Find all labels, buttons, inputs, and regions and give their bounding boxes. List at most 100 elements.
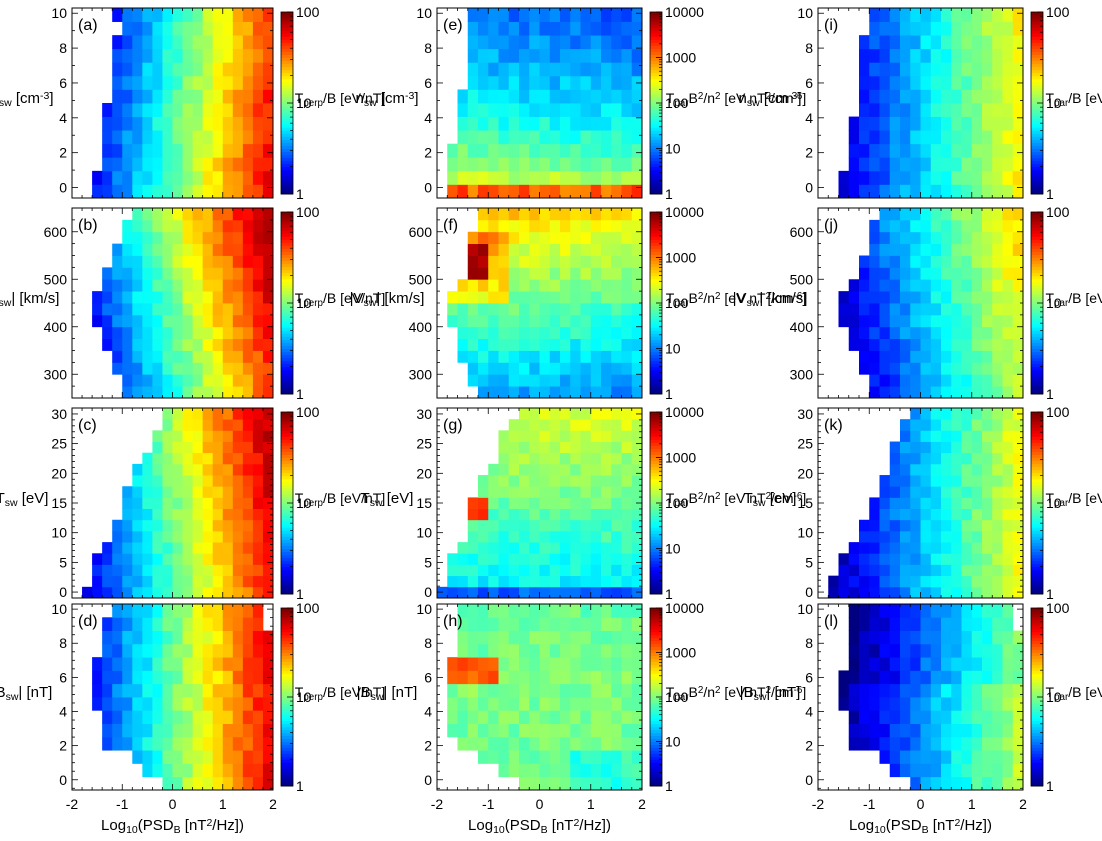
colorbar-swatch [1031,127,1043,131]
heatmap-cell [621,231,633,245]
heatmap-cell [252,670,264,685]
heatmap-cell [142,564,153,577]
heatmap-cell [910,291,921,304]
heatmap-cell [1012,350,1024,363]
heatmap-cell [182,776,193,791]
heatmap-cell [222,408,234,420]
heatmap-cell [182,763,193,778]
colorbar-tick-label: 10 [665,541,681,557]
colorbar-swatch [281,339,293,343]
colorbar-swatch [650,290,662,295]
heatmap-cell [142,530,153,543]
heatmap-cell [549,683,561,698]
heatmap-cell [621,62,633,77]
colorbar-label: Tpar/B [eV/nT] [1046,90,1102,109]
heatmap-cell [1012,62,1024,77]
y-axis-label: Tsw [eV] [744,490,797,509]
heatmap-cell [941,62,952,77]
y-tick-label: 20 [416,465,432,481]
y-axis-label: |Bsw| [nT] [357,684,418,703]
y-axis-label-text: |Vsw| [km/s] [350,290,425,309]
heatmap-cell [539,617,551,631]
heatmap-cell [631,763,643,778]
heatmap-cell [142,326,153,340]
heatmap-cell [621,463,633,476]
heatmap-cell [982,143,993,158]
heatmap-cell [488,350,499,363]
heatmap-cell [590,750,602,764]
heatmap-cell [1002,441,1014,454]
colorbar-swatch [281,387,293,392]
heatmap-cell [1012,475,1024,487]
heatmap-cell [941,326,952,340]
heatmap-cell [478,279,489,292]
heatmap-cell [941,338,952,351]
x-ticks [436,408,643,598]
colorbar-swatch [650,475,662,480]
heatmap-cell [570,542,581,554]
y-tick-label: 4 [805,110,813,126]
heatmap-cell [222,35,234,50]
heatmap-cell [580,184,592,199]
heatmap-cell [519,116,530,131]
heatmap-cell [869,386,880,399]
heatmap-cell [1002,314,1014,328]
heatmap-cell [508,35,520,50]
heatmap-cell [631,736,643,751]
heatmap-cell [869,542,880,554]
colorbar-swatch [650,103,662,107]
heatmap-cell [478,130,489,145]
heatmap-cell [182,386,193,399]
heatmap-cell [611,419,622,431]
heatmap-cell [941,710,952,724]
heatmap-cell [232,130,244,145]
heatmap-cell [549,184,561,199]
heatmap-cell [570,231,581,245]
colorbar-swatch [1031,354,1043,359]
colorbar-swatch [281,584,293,589]
heatmap-cell [122,314,133,328]
heatmap-cell [222,750,234,764]
heatmap-cell [112,62,123,77]
heatmap-cell [192,208,204,221]
heatmap-cell [519,326,530,340]
heatmap-cell [971,184,983,199]
heatmap-cell [869,62,880,77]
heatmap-cell [498,291,510,304]
heatmap-cell [1012,21,1024,36]
colorbar-swatch [281,90,293,95]
heatmap-cell [112,303,123,316]
heatmap-cell [172,630,183,645]
heatmap-cell [621,374,633,387]
heatmap-cell [467,362,479,375]
heatmap-cell [142,542,153,554]
heatmap-cell [132,143,143,158]
colorbar-swatch [650,336,662,340]
heatmap-cell [152,48,163,63]
heatmap-cell [910,8,921,22]
heatmap-cell [132,497,143,509]
colorbar-swatch [650,676,662,680]
heatmap-cell [838,184,850,199]
heatmap-cell [437,586,448,599]
heatmap-cell [488,475,499,487]
colorbar-swatch [1031,466,1043,471]
heatmap-cell [242,750,254,764]
colorbar-swatch [281,664,293,668]
heatmap-cell [859,604,870,618]
heatmap-cell [590,75,602,90]
heatmap-cell [580,419,592,431]
heatmap-cell [590,267,602,280]
colorbar-swatch [281,242,293,246]
heatmap-cell [132,564,143,577]
heatmap-cell [611,452,622,465]
colorbar-swatch [650,634,662,639]
heatmap-cell [879,374,891,387]
heatmap-cell [182,314,193,328]
heatmap-cell [529,430,540,442]
y-ticks [437,608,642,789]
heatmap-cell [992,170,1003,185]
colorbar-swatch [650,628,662,633]
heatmap-cell [590,408,602,420]
heatmap-cell [549,314,561,328]
